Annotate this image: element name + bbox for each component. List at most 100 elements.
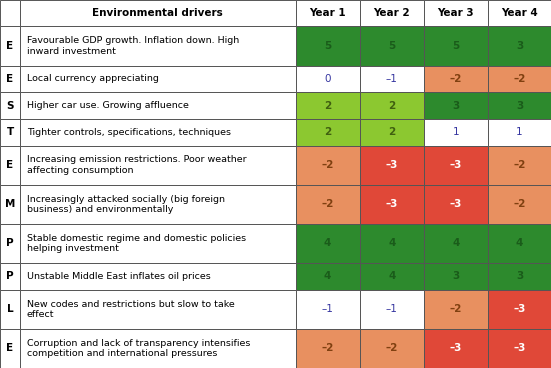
Bar xyxy=(424,26,488,66)
Bar xyxy=(295,224,360,263)
Text: Stable domestic regime and domestic policies
helping investment: Stable domestic regime and domestic poli… xyxy=(26,234,246,253)
Bar xyxy=(488,92,551,119)
Bar xyxy=(295,26,360,66)
Bar xyxy=(0,0,20,26)
Bar xyxy=(488,329,551,368)
Text: 1: 1 xyxy=(516,127,523,137)
Bar xyxy=(360,119,424,146)
Text: –3: –3 xyxy=(386,160,398,170)
Bar xyxy=(488,185,551,224)
Text: Unstable Middle East inflates oil prices: Unstable Middle East inflates oil prices xyxy=(26,272,210,281)
Text: E: E xyxy=(7,343,14,353)
Bar xyxy=(20,329,295,368)
Text: –2: –2 xyxy=(514,74,526,84)
Bar xyxy=(360,26,424,66)
Bar xyxy=(488,26,551,66)
Bar xyxy=(295,119,360,146)
Bar xyxy=(0,290,20,329)
Text: New codes and restrictions but slow to take
effect: New codes and restrictions but slow to t… xyxy=(26,300,234,319)
Bar xyxy=(360,329,424,368)
Text: –2: –2 xyxy=(386,343,398,353)
Text: 3: 3 xyxy=(452,271,460,282)
Text: 4: 4 xyxy=(388,238,396,248)
Text: E: E xyxy=(7,41,14,51)
Bar xyxy=(20,119,295,146)
Bar xyxy=(0,92,20,119)
Text: E: E xyxy=(7,74,14,84)
Bar xyxy=(20,0,295,26)
Text: –2: –2 xyxy=(321,199,334,209)
Text: 4: 4 xyxy=(516,238,523,248)
Bar xyxy=(488,224,551,263)
Text: –3: –3 xyxy=(450,160,462,170)
Bar xyxy=(424,66,488,92)
Bar xyxy=(0,146,20,185)
Text: P: P xyxy=(6,238,14,248)
Text: 1: 1 xyxy=(452,127,459,137)
Bar xyxy=(0,66,20,92)
Text: Year 1: Year 1 xyxy=(309,8,346,18)
Bar xyxy=(424,329,488,368)
Text: 3: 3 xyxy=(516,41,523,51)
Bar xyxy=(0,119,20,146)
Bar xyxy=(424,224,488,263)
Bar xyxy=(295,329,360,368)
Text: E: E xyxy=(7,160,14,170)
Bar xyxy=(424,263,488,290)
Bar xyxy=(488,290,551,329)
Text: M: M xyxy=(5,199,15,209)
Bar xyxy=(424,185,488,224)
Bar xyxy=(360,92,424,119)
Bar xyxy=(295,185,360,224)
Text: 3: 3 xyxy=(516,271,523,282)
Text: P: P xyxy=(6,271,14,282)
Bar xyxy=(0,329,20,368)
Text: Increasingly attacked socially (big foreign
business) and environmentally: Increasingly attacked socially (big fore… xyxy=(26,195,225,214)
Text: Year 3: Year 3 xyxy=(437,8,474,18)
Bar xyxy=(0,263,20,290)
Bar xyxy=(20,185,295,224)
Text: 0: 0 xyxy=(325,74,331,84)
Text: 4: 4 xyxy=(388,271,396,282)
Bar xyxy=(295,146,360,185)
Text: Favourable GDP growth. Inflation down. High
inward investment: Favourable GDP growth. Inflation down. H… xyxy=(26,36,239,56)
Bar xyxy=(360,185,424,224)
Bar xyxy=(360,66,424,92)
Bar xyxy=(488,263,551,290)
Text: –2: –2 xyxy=(321,343,334,353)
Bar xyxy=(20,224,295,263)
Text: –3: –3 xyxy=(450,343,462,353)
Text: 3: 3 xyxy=(516,100,523,111)
Text: 5: 5 xyxy=(324,41,331,51)
Text: S: S xyxy=(6,100,14,111)
Bar xyxy=(360,290,424,329)
Bar xyxy=(295,66,360,92)
Text: –3: –3 xyxy=(450,199,462,209)
Bar xyxy=(488,146,551,185)
Bar xyxy=(20,290,295,329)
Bar xyxy=(488,119,551,146)
Text: L: L xyxy=(7,304,13,314)
Bar xyxy=(20,146,295,185)
Bar xyxy=(360,146,424,185)
Bar xyxy=(20,92,295,119)
Text: 4: 4 xyxy=(324,271,331,282)
Text: Environmental drivers: Environmental drivers xyxy=(93,8,223,18)
Text: 4: 4 xyxy=(324,238,331,248)
Bar xyxy=(20,263,295,290)
Text: T: T xyxy=(7,127,14,137)
Text: –2: –2 xyxy=(450,304,462,314)
Text: Higher car use. Growing affluence: Higher car use. Growing affluence xyxy=(26,101,188,110)
Bar xyxy=(360,224,424,263)
Bar xyxy=(424,290,488,329)
Bar xyxy=(295,263,360,290)
Text: Year 2: Year 2 xyxy=(374,8,410,18)
Bar xyxy=(424,119,488,146)
Text: 5: 5 xyxy=(388,41,395,51)
Text: 2: 2 xyxy=(388,127,395,137)
Text: Local currency appreciating: Local currency appreciating xyxy=(26,74,159,84)
Text: –2: –2 xyxy=(450,74,462,84)
Bar xyxy=(295,290,360,329)
Text: –2: –2 xyxy=(321,160,334,170)
Text: –3: –3 xyxy=(514,343,526,353)
